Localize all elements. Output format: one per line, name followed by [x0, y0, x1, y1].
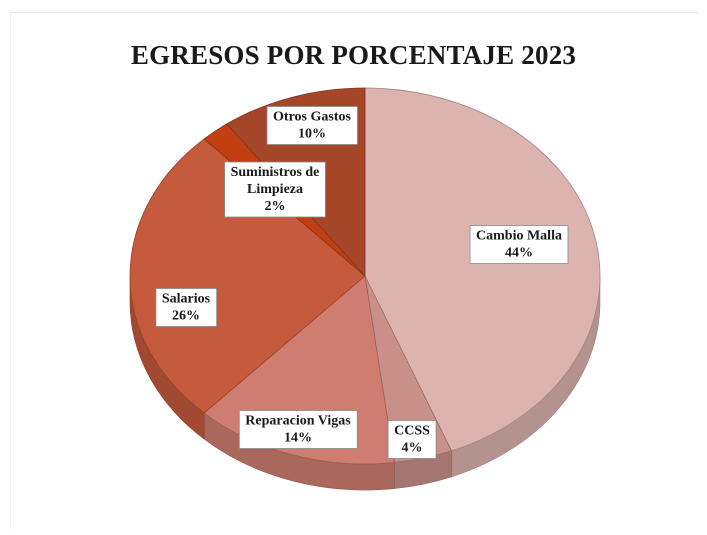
pie-label-name-2-0: Reparacion Vigas: [245, 414, 351, 429]
pie-label-4: Suministros de Limpieza 2%: [224, 161, 326, 218]
pie-label-name-1-0: CCSS: [394, 424, 430, 439]
pie-label-0: Cambio Malla 44%: [469, 225, 569, 264]
pie-label-name-5-0: Otros Gastos: [273, 110, 351, 125]
pie-label-box-5: [266, 106, 358, 145]
pie-label-name-0-0: Cambio Malla: [476, 229, 562, 244]
pie-label-name-4-1: Limpieza: [247, 182, 303, 197]
pie-label-5: Otros Gastos 10%: [266, 106, 358, 145]
pie-label-name-3-0: Salarios: [162, 292, 211, 307]
pie-label-box-0: [469, 225, 569, 264]
pie-label-percent-2: 14%: [284, 431, 312, 446]
pie-label-box-1: [387, 420, 437, 459]
pie-sides: [129, 275, 601, 491]
pie-label-percent-1: 4%: [402, 441, 423, 456]
pie-label-1: CCSS 4%: [387, 420, 437, 459]
pie-label-percent-4: 2%: [265, 199, 286, 214]
pie-label-box-4: [224, 161, 326, 218]
pie-label-percent-5: 10%: [298, 127, 326, 142]
pie-slice-3[interactable]: [129, 138, 366, 414]
pie-label-percent-0: 44%: [505, 246, 533, 261]
pie-label-percent-3: 26%: [172, 309, 200, 324]
pie-tops: [129, 87, 601, 465]
pie-label-2: Reparacion Vigas 14%: [238, 410, 358, 449]
pie-label-box-2: [238, 410, 358, 449]
pie-label-box-3: [155, 288, 218, 327]
pie-label-name-4-0: Suministros de: [231, 165, 320, 180]
chart-title: EGRESOS POR PORCENTAJE 2023: [130, 40, 577, 70]
pie-labels: Cambio Malla 44% CCSS 4% Reparacion Vigas 14%…: [155, 106, 569, 459]
pie-label-3: Salarios 26%: [155, 288, 218, 327]
pie-slice-0[interactable]: [364, 87, 601, 452]
